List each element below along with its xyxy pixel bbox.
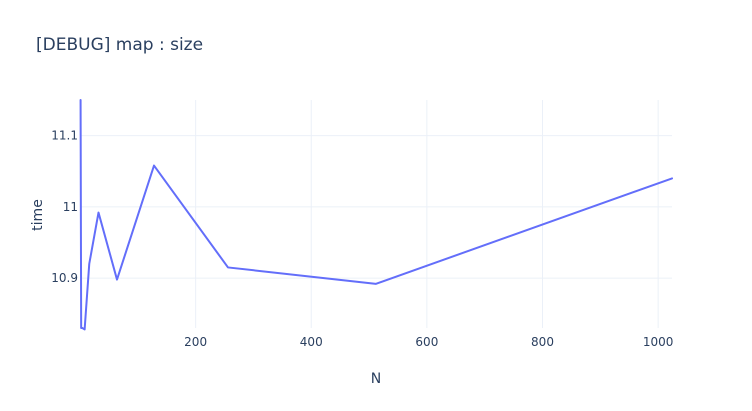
x-tick-label: 200 (184, 335, 207, 349)
y-tick-label: 10.9 (51, 271, 78, 285)
y-tick-label: 11 (63, 200, 78, 214)
x-axis-title: N (371, 371, 381, 387)
series-line-0 (79, 99, 673, 331)
y-axis-title: time (30, 199, 46, 231)
x-axis-ticks: 200 400 600 800 1000 (184, 335, 673, 349)
y-grid-lines (80, 135, 672, 279)
chart-title: [DEBUG] map : size (36, 35, 203, 55)
y-tick-label: 11.1 (51, 129, 78, 143)
y-axis-ticks: 10.9 11 11.1 (51, 129, 78, 286)
x-grid-lines (195, 100, 659, 328)
series-layer (79, 99, 673, 331)
x-tick-label: 400 (300, 335, 323, 349)
x-tick-label: 600 (415, 335, 438, 349)
x-tick-label: 1000 (643, 335, 674, 349)
x-tick-label: 800 (531, 335, 554, 349)
